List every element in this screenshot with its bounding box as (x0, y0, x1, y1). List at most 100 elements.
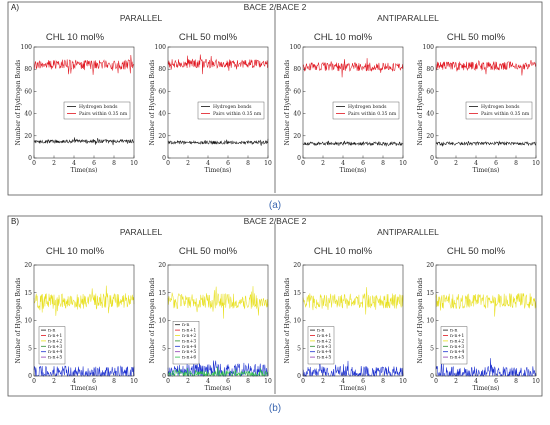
y-tick-label: 20 (426, 262, 434, 269)
y-tick-label: 0 (162, 373, 166, 380)
y-tick-label: 0 (297, 373, 301, 380)
x-tick-label: 0 (166, 160, 170, 167)
subplot-title: CHL 10 mol% (314, 246, 373, 257)
y-tick-label: 15 (293, 290, 301, 297)
y-tick-label: 0 (430, 373, 434, 380)
y-tick-label: 80 (24, 66, 32, 73)
y-tick-label: 5 (162, 345, 166, 352)
x-tick-label: 8 (381, 160, 385, 167)
y-tick-label: 5 (28, 345, 32, 352)
y-tick-label: 0 (430, 155, 434, 162)
y-tick-label: 15 (158, 290, 166, 297)
panel-b-header: BACE 2/BACE 2 (244, 216, 307, 226)
subplot-title: CHL 10 mol% (314, 32, 373, 43)
x-tick-label: 8 (514, 378, 518, 385)
x-tick-label: 10 (532, 378, 540, 385)
subplot-title: CHL 10 mol% (46, 32, 105, 43)
x-tick-label: 6 (494, 160, 498, 167)
y-axis-label: Number of Hydrogen Bonds (284, 60, 291, 146)
x-tick-label: 10 (130, 160, 138, 167)
legend-entry: n-n+2 (48, 338, 62, 344)
subplot-title: CHL 50 mol% (447, 246, 506, 257)
x-tick-label: 6 (494, 378, 498, 385)
x-tick-label: 10 (264, 378, 272, 385)
legend-entry: n-n+1 (48, 333, 62, 339)
legend-entry: n-n+3 (450, 344, 464, 350)
y-axis-label: Number of Hydrogen Bonds (15, 278, 22, 364)
x-tick-label: 6 (226, 160, 230, 167)
panel-b-caption: (b) (269, 403, 281, 414)
y-tick-label: 0 (162, 155, 166, 162)
legend-entry: n-n+2 (182, 333, 196, 339)
subplot-grid: CHL 10 mol%0 2 4 6 8 10020406080100Time(ns)Nu… (15, 32, 540, 392)
subplot-4: CHL 10 mol% 0 2 4 6 8 10 0 5 10 15 20 Time(ns) Number… (15, 246, 138, 392)
legend: n-nn-n+1n-n+2n-n+3n-n+4n-n+5n-n+6 (172, 321, 200, 365)
panel-a-group-parallel: PARALLEL (120, 13, 163, 23)
legend-box (197, 101, 265, 120)
y-axis-label: Number of Hydrogen Bonds (284, 278, 291, 364)
series-line-n-n-4 (302, 360, 404, 377)
x-axis-label: Time(ns) (340, 385, 367, 392)
x-tick-label: 8 (381, 378, 385, 385)
x-axis-label: Time(ns) (205, 385, 232, 392)
legend-entry: n-n+1 (317, 333, 331, 339)
legend: n-nn-n+1n-n+2n-n+3n-n+4n-n+5 (440, 326, 468, 365)
x-tick-label: 2 (454, 378, 458, 385)
legend-entry: n-n+3 (317, 344, 331, 350)
series-line-n-n-2 (435, 293, 537, 317)
x-tick-label: 4 (474, 378, 478, 385)
y-tick-label: 10 (426, 318, 434, 325)
y-axis-label: Number of Hydrogen Bonds (149, 278, 156, 364)
y-tick-label: 60 (24, 88, 32, 95)
legend-entry: Pairs within 0.35 nm (348, 111, 397, 117)
panel-a-header: BACE 2/BACE 2 (244, 2, 307, 12)
series-line-n-n-6 (167, 366, 269, 378)
x-tick-label: 6 (361, 160, 365, 167)
x-tick-label: 10 (532, 160, 540, 167)
subplot-title: CHL 50 mol% (179, 32, 238, 43)
y-axis-label: Number of Hydrogen Bonds (417, 278, 424, 364)
legend-entry: n-n (450, 329, 458, 334)
y-tick-label: 40 (293, 111, 301, 118)
y-tick-label: 15 (426, 290, 434, 297)
subplot-6: CHL 10 mol% 0 2 4 6 8 10 0 5 10 15 20 Time(ns) Number… (284, 246, 407, 392)
legend-box (63, 101, 131, 120)
legend-entry: Pairs within 0.35 nm (79, 111, 128, 117)
legend-entry: n-n+5 (317, 355, 331, 361)
x-tick-label: 6 (361, 378, 365, 385)
x-tick-label: 4 (474, 160, 478, 167)
x-tick-label: 8 (514, 160, 518, 167)
y-tick-label: 80 (158, 66, 166, 73)
legend-entry: Pairs within 0.35 nm (481, 111, 530, 117)
series-line-n-n-2 (302, 287, 404, 315)
subplot-title: CHL 50 mol% (447, 32, 506, 43)
legend-entry: Hydrogen bonds (348, 104, 387, 110)
legend-entry: Hydrogen bonds (213, 104, 252, 110)
x-axis-label: Time(ns) (71, 167, 98, 174)
legend-entry: n-n+1 (450, 333, 464, 339)
y-tick-label: 5 (297, 345, 301, 352)
legend-entry: n-n+2 (450, 338, 464, 344)
legend-entry: n-n+3 (48, 344, 62, 350)
x-tick-label: 4 (72, 160, 76, 167)
legend-entry: n-n (317, 329, 325, 334)
subplot-2: CHL 10 mol%0 2 4 6 8 10020406080100Time(ns)Nu… (284, 32, 407, 174)
legend-entry: n-n+5 (48, 355, 62, 361)
series-line-hydrogen-bonds (435, 140, 537, 147)
panel-b-group-antiparallel: ANTIPARALLEL (377, 227, 439, 237)
legend-entry: n-n+4 (182, 344, 196, 350)
x-axis-label: Time(ns) (205, 167, 232, 174)
series-line-pairs-within-0-35-nm (302, 58, 404, 78)
x-tick-label: 2 (52, 378, 56, 385)
y-tick-label: 5 (430, 345, 434, 352)
legend-entry: n-n (48, 329, 56, 334)
y-tick-label: 60 (426, 88, 434, 95)
y-tick-label: 15 (24, 290, 32, 297)
y-tick-label: 0 (297, 155, 301, 162)
panel-a-caption: (a) (269, 200, 281, 211)
x-tick-label: 2 (186, 160, 190, 167)
x-tick-label: 8 (112, 160, 116, 167)
